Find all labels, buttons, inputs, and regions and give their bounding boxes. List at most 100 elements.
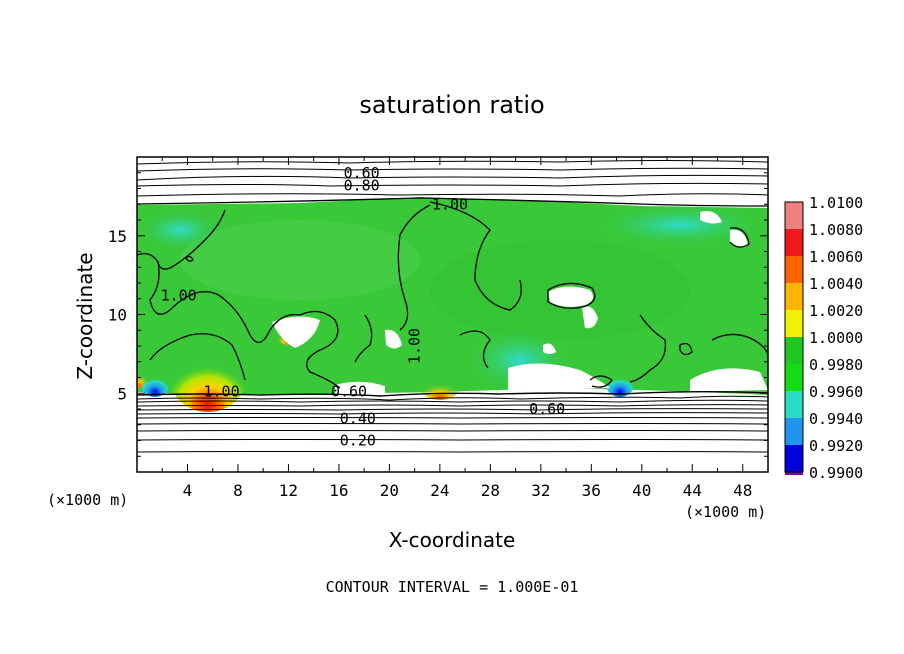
y-tick-label: 10 bbox=[108, 306, 127, 325]
contour-line bbox=[397, 204, 431, 331]
clear-hole bbox=[335, 381, 385, 396]
colorbar-label: 0.9900 bbox=[809, 464, 863, 482]
colorbar-frame bbox=[784, 201, 804, 473]
colorbar-label: 1.0000 bbox=[809, 329, 863, 347]
colorbar-label: 1.0020 bbox=[809, 302, 863, 320]
colorbar-label: 0.9920 bbox=[809, 437, 863, 455]
colorbar-label: 1.0040 bbox=[809, 275, 863, 293]
x-tick-label: 16 bbox=[329, 481, 348, 500]
contour-line bbox=[137, 430, 768, 432]
x-unit-right: (×1000 m) bbox=[685, 503, 766, 521]
x-unit-left: (×1000 m) bbox=[47, 491, 128, 509]
clear-hole bbox=[730, 229, 748, 247]
colorbar-swatch bbox=[785, 256, 803, 283]
contour-line bbox=[137, 417, 768, 419]
clear-hole bbox=[548, 286, 594, 307]
x-axis: 4 8 12 16 20 24 28 32 36 40 44 48 bbox=[161, 157, 752, 500]
contour-line bbox=[137, 182, 768, 187]
chart-title: saturation ratio bbox=[359, 91, 544, 119]
field-patch-light bbox=[180, 220, 420, 300]
contour-label: 0.20 bbox=[340, 432, 376, 450]
colorbar-label: 1.0100 bbox=[809, 194, 863, 212]
contour-label: 1.00 bbox=[161, 287, 197, 305]
warm-spot bbox=[420, 376, 460, 400]
contour-line bbox=[429, 201, 522, 311]
clear-hole bbox=[385, 329, 402, 349]
contour-line bbox=[137, 404, 768, 407]
contour-line bbox=[137, 174, 768, 181]
colorbar-swatch bbox=[785, 418, 803, 445]
colorbar-swatch bbox=[785, 391, 803, 418]
colorbar-label: 0.9960 bbox=[809, 383, 863, 401]
cyan-patch bbox=[600, 205, 760, 245]
contour-line bbox=[137, 160, 768, 165]
clear-hole bbox=[690, 368, 768, 392]
contour-line bbox=[185, 255, 194, 262]
x-axis-label: X-coordinate bbox=[389, 528, 516, 552]
x-tick-label: 48 bbox=[733, 481, 752, 500]
contour-line bbox=[137, 197, 768, 207]
colorbar-swatch bbox=[785, 337, 803, 364]
colorbar-swatch bbox=[785, 229, 803, 256]
colorbar-swatch bbox=[785, 310, 803, 337]
x-tick-label: 28 bbox=[481, 481, 500, 500]
cool-spot bbox=[606, 373, 634, 397]
contour-line bbox=[589, 375, 613, 388]
contour-label: 1.00 bbox=[203, 383, 239, 401]
contour-line bbox=[137, 423, 768, 425]
clear-hole bbox=[700, 211, 722, 224]
colorbar-swatch bbox=[785, 283, 803, 310]
x-tick-label: 44 bbox=[683, 481, 702, 500]
contour-line bbox=[137, 167, 768, 172]
x-tick-label: 4 bbox=[183, 481, 193, 500]
colorbar-label: 0.9980 bbox=[809, 356, 863, 374]
contour-line bbox=[137, 399, 768, 403]
contour-line bbox=[137, 193, 768, 197]
x-tick-label: 36 bbox=[582, 481, 601, 500]
x-tick-label: 32 bbox=[531, 481, 550, 500]
y-tick-label: 15 bbox=[108, 227, 127, 246]
contour-line bbox=[137, 408, 768, 411]
contour-lines bbox=[137, 160, 768, 453]
cool-spot bbox=[141, 373, 169, 397]
contour-label: 0.60 bbox=[344, 164, 380, 182]
contour-interval-note: CONTOUR INTERVAL = 1.000E-01 bbox=[326, 578, 579, 596]
contour-line bbox=[679, 342, 693, 356]
colorbar-label: 1.0060 bbox=[809, 248, 863, 266]
contour-line bbox=[711, 333, 768, 356]
y-axis-label: Z-coordinate bbox=[73, 252, 97, 379]
warm-spot bbox=[170, 344, 246, 412]
colorbar: 1.0100 1.0080 1.0060 1.0040 1.0020 1.0000 0.99… bbox=[784, 194, 863, 482]
x-tick-label: 24 bbox=[430, 481, 449, 500]
contour-line bbox=[137, 439, 768, 441]
x-tick-label: 12 bbox=[279, 481, 298, 500]
contour-labels: 0.600.801.001.001.001.000.600.600.400.20 bbox=[161, 164, 566, 450]
colorbar-label: 0.9940 bbox=[809, 410, 863, 428]
y-axis: 5 10 15 bbox=[108, 172, 768, 457]
contour-label: 1.00 bbox=[432, 195, 468, 213]
clear-hole bbox=[543, 343, 556, 354]
colorbar-swatch bbox=[785, 202, 803, 229]
contour-line bbox=[729, 227, 750, 248]
contour-line bbox=[354, 314, 373, 363]
contour-label: 0.80 bbox=[344, 176, 380, 194]
contour-line bbox=[137, 391, 768, 397]
contour-line bbox=[459, 330, 491, 369]
contour-label: 0.60 bbox=[331, 383, 367, 401]
clear-hole bbox=[272, 316, 320, 348]
x-tick-label: 40 bbox=[632, 481, 651, 500]
contour-line bbox=[137, 395, 768, 401]
colorbar-label: 1.0080 bbox=[809, 221, 863, 239]
contour-line bbox=[547, 282, 596, 309]
contour-label: 0.60 bbox=[529, 400, 565, 418]
contour-label: 0.40 bbox=[340, 409, 376, 427]
contour-label: 1.00 bbox=[406, 328, 424, 364]
contour-line bbox=[137, 451, 768, 453]
x-tick-label: 8 bbox=[233, 481, 243, 500]
y-tick-label: 5 bbox=[117, 384, 127, 403]
x-tick-label: 20 bbox=[380, 481, 399, 500]
colorbar-swatch bbox=[785, 472, 803, 475]
colorbar-swatch bbox=[785, 445, 803, 472]
saturation-field: 0.600.801.001.001.001.000.600.600.400.20 bbox=[137, 157, 768, 472]
